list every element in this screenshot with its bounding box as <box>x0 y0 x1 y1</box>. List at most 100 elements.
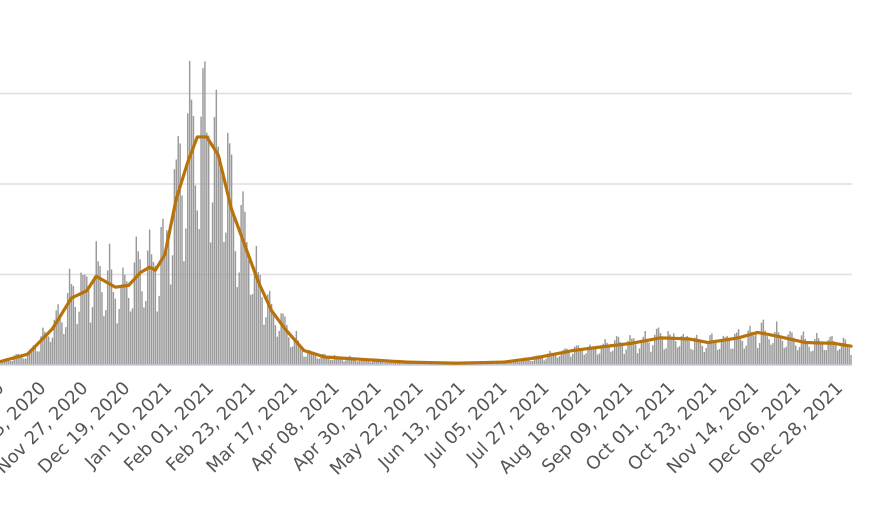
daily-bar <box>730 348 732 365</box>
daily-bar <box>545 358 547 365</box>
daily-bar <box>781 340 784 365</box>
daily-bar <box>295 330 298 365</box>
daily-bar <box>634 344 637 365</box>
daily-bar <box>539 356 542 365</box>
daily-bar <box>4 359 6 365</box>
daily-bar <box>270 303 273 365</box>
daily-bar <box>638 348 641 365</box>
daily-bar <box>735 332 738 365</box>
daily-bar <box>318 358 320 365</box>
daily-bar <box>743 348 746 365</box>
daily-bar <box>194 185 197 365</box>
daily-bar <box>814 339 816 365</box>
daily-bar <box>219 158 221 365</box>
daily-bar <box>242 191 244 365</box>
daily-bar <box>516 361 519 365</box>
daily-bar <box>316 358 319 365</box>
daily-bar <box>166 230 168 365</box>
daily-bar <box>621 345 624 365</box>
daily-bar <box>278 330 280 365</box>
daily-bar <box>171 255 174 365</box>
daily-bar <box>87 289 90 365</box>
daily-bar <box>593 348 595 365</box>
daily-bar <box>190 99 193 365</box>
daily-bar <box>791 332 793 365</box>
daily-bar <box>221 174 223 365</box>
daily-bar <box>328 358 330 365</box>
daily-bar <box>410 363 412 365</box>
daily-bar <box>713 343 715 365</box>
daily-bar <box>303 356 305 365</box>
daily-bar <box>850 354 852 365</box>
daily-bar <box>796 350 799 365</box>
daily-bar <box>68 268 71 365</box>
daily-bar <box>59 317 61 365</box>
daily-bar <box>398 362 401 365</box>
daily-bar <box>528 359 530 365</box>
daily-bar <box>501 362 503 365</box>
daily-bar <box>164 249 166 365</box>
daily-bar <box>169 284 172 365</box>
daily-bar <box>240 205 242 365</box>
daily-bar <box>57 304 59 365</box>
daily-bar <box>65 327 67 365</box>
daily-bar <box>774 331 776 365</box>
daily-bar <box>600 346 603 365</box>
daily-bar <box>114 298 117 365</box>
daily-bar <box>652 345 654 365</box>
daily-bar <box>139 259 141 365</box>
daily-bar <box>764 330 766 365</box>
daily-bar <box>284 316 286 365</box>
daily-bar <box>642 336 645 365</box>
daily-bar <box>158 295 160 365</box>
daily-bar <box>97 261 99 365</box>
daily-bar <box>692 349 694 365</box>
daily-bar <box>705 347 707 365</box>
daily-bar <box>819 341 822 365</box>
daily-bar <box>276 336 279 365</box>
daily-bar <box>577 345 580 365</box>
daily-bar <box>798 347 801 365</box>
daily-bar <box>156 311 158 365</box>
daily-bar <box>810 351 812 365</box>
daily-bar <box>370 362 372 365</box>
daily-bar <box>556 357 559 365</box>
daily-bar <box>758 342 761 365</box>
daily-bar <box>827 340 829 365</box>
daily-bar <box>734 333 736 365</box>
daily-bar <box>272 311 275 365</box>
daily-bar <box>118 309 120 365</box>
daily-bar <box>722 335 725 365</box>
daily-bar <box>93 276 96 365</box>
daily-bar <box>86 276 88 365</box>
daily-bar <box>816 333 818 365</box>
daily-bar <box>566 348 568 365</box>
daily-bar <box>695 334 698 365</box>
daily-bar <box>572 353 574 365</box>
daily-bar <box>44 331 46 365</box>
daily-bar <box>579 348 582 365</box>
daily-bar <box>333 355 336 365</box>
daily-bar <box>613 340 616 365</box>
daily-bar <box>280 313 282 365</box>
daily-bar <box>106 270 109 365</box>
daily-bar <box>737 329 740 365</box>
daily-bar <box>383 362 385 365</box>
daily-bar <box>381 360 383 365</box>
daily-bar <box>697 339 700 365</box>
daily-bar <box>145 301 147 365</box>
daily-bar <box>21 356 23 365</box>
daily-bar <box>673 333 675 365</box>
daily-bar <box>288 337 290 365</box>
daily-bar <box>167 240 170 365</box>
daily-bar <box>623 353 625 365</box>
daily-bar <box>339 357 341 365</box>
daily-bar <box>179 143 181 365</box>
daily-bar <box>110 269 113 365</box>
daily-bar <box>505 362 507 365</box>
daily-bar <box>366 358 368 365</box>
daily-bar <box>753 335 755 365</box>
daily-bar <box>141 291 143 365</box>
daily-bar <box>671 337 673 365</box>
daily-bar <box>646 339 648 365</box>
